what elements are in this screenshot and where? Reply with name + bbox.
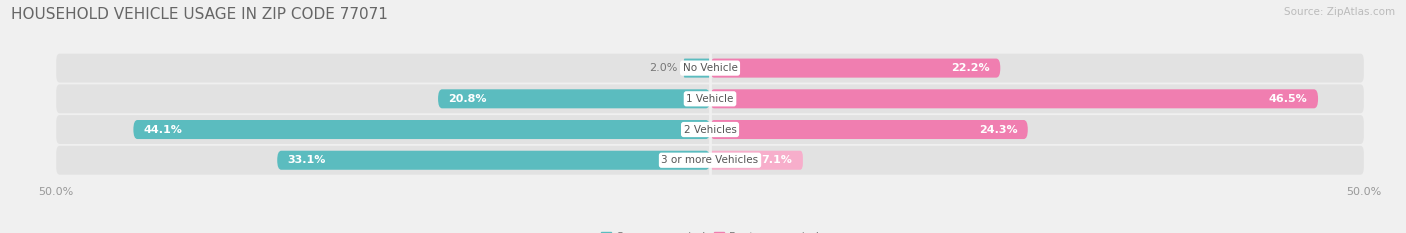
Text: 7.1%: 7.1% (762, 155, 793, 165)
FancyBboxPatch shape (710, 58, 1000, 78)
FancyBboxPatch shape (710, 151, 803, 170)
FancyBboxPatch shape (134, 120, 710, 139)
FancyBboxPatch shape (277, 151, 710, 170)
FancyBboxPatch shape (56, 146, 1364, 175)
FancyBboxPatch shape (710, 120, 1028, 139)
Text: 3 or more Vehicles: 3 or more Vehicles (661, 155, 759, 165)
Text: 1 Vehicle: 1 Vehicle (686, 94, 734, 104)
Text: 44.1%: 44.1% (143, 124, 183, 134)
Text: Source: ZipAtlas.com: Source: ZipAtlas.com (1284, 7, 1395, 17)
Text: 22.2%: 22.2% (952, 63, 990, 73)
Text: 24.3%: 24.3% (979, 124, 1018, 134)
Text: 2 Vehicles: 2 Vehicles (683, 124, 737, 134)
Text: No Vehicle: No Vehicle (682, 63, 738, 73)
FancyBboxPatch shape (56, 115, 1364, 144)
Legend: Owner-occupied, Renter-occupied: Owner-occupied, Renter-occupied (596, 228, 824, 233)
Text: 20.8%: 20.8% (449, 94, 486, 104)
FancyBboxPatch shape (56, 84, 1364, 113)
Text: HOUSEHOLD VEHICLE USAGE IN ZIP CODE 77071: HOUSEHOLD VEHICLE USAGE IN ZIP CODE 7707… (11, 7, 388, 22)
Text: 33.1%: 33.1% (288, 155, 326, 165)
FancyBboxPatch shape (439, 89, 710, 108)
Text: 46.5%: 46.5% (1268, 94, 1308, 104)
FancyBboxPatch shape (710, 89, 1317, 108)
FancyBboxPatch shape (56, 54, 1364, 82)
FancyBboxPatch shape (683, 58, 710, 78)
Text: 2.0%: 2.0% (650, 63, 678, 73)
